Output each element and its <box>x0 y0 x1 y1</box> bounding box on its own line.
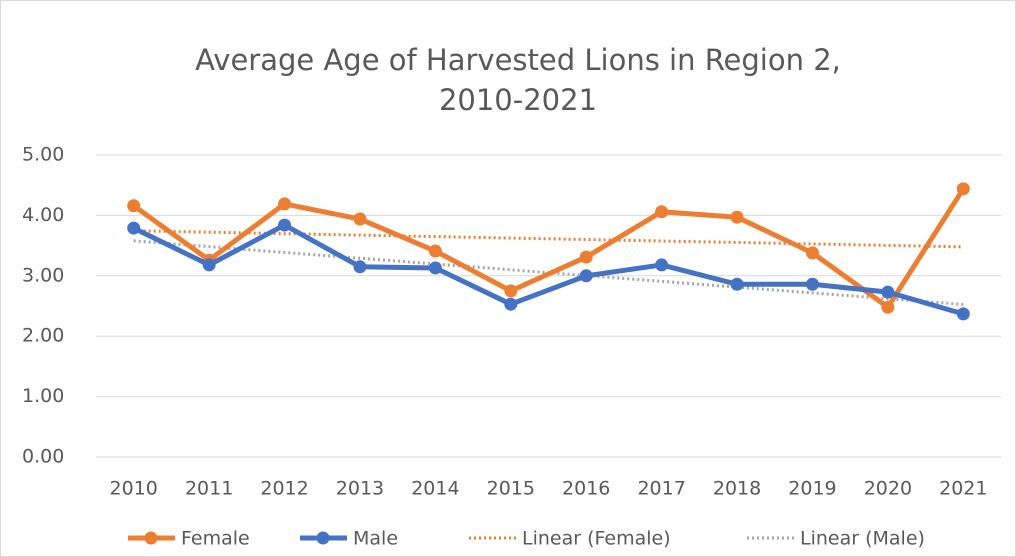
x-tick-label: 2013 <box>336 478 384 500</box>
x-tick-label: 2016 <box>562 478 610 500</box>
point <box>428 261 442 275</box>
x-tick-label: 2019 <box>788 478 836 500</box>
point <box>202 258 216 272</box>
point <box>956 307 970 321</box>
point <box>956 182 970 196</box>
point <box>353 212 367 226</box>
x-tick-label: 2021 <box>939 478 987 500</box>
chart-title: 2010-2021 <box>439 83 597 117</box>
point <box>730 210 744 224</box>
point <box>278 218 292 232</box>
point <box>278 197 292 211</box>
point <box>127 199 141 213</box>
point <box>127 221 141 235</box>
x-tick-label: 2020 <box>864 478 912 500</box>
x-tick-label: 2017 <box>637 478 685 500</box>
x-tick-label: 2010 <box>110 478 158 500</box>
point <box>655 258 669 272</box>
point <box>730 277 744 291</box>
x-tick-label: 2012 <box>260 478 308 500</box>
y-tick-label: 5.00 <box>22 144 64 166</box>
legend-label: Male <box>353 528 398 550</box>
series-line <box>132 222 964 317</box>
point <box>579 250 593 264</box>
chart-title: Average Age of Harvested Lions in Region… <box>195 43 841 77</box>
y-tick-label: 4.00 <box>22 204 64 226</box>
y-tick-label: 3.00 <box>22 264 64 286</box>
legend-label: Female <box>181 528 250 550</box>
x-tick-label: 2015 <box>487 478 535 500</box>
trendline <box>133 229 964 249</box>
x-tick-label: 2018 <box>713 478 761 500</box>
point <box>353 260 367 274</box>
legend-swatch <box>144 531 158 545</box>
y-tick-label: 1.00 <box>22 385 64 407</box>
legend-label: Linear (Female) <box>522 528 671 550</box>
legend-label: Linear (Male) <box>800 528 925 550</box>
point <box>805 246 819 260</box>
point <box>504 297 518 311</box>
point <box>881 300 895 314</box>
point <box>881 285 895 299</box>
point <box>655 205 669 219</box>
point <box>504 284 518 298</box>
point <box>805 277 819 291</box>
series-line <box>132 187 966 310</box>
point <box>579 269 593 283</box>
y-tick-label: 0.00 <box>22 446 64 468</box>
x-tick-label: 2011 <box>185 478 233 500</box>
legend-swatch <box>316 531 330 545</box>
y-tick-label: 2.00 <box>22 325 64 347</box>
point <box>428 244 442 258</box>
x-tick-label: 2014 <box>411 478 459 500</box>
